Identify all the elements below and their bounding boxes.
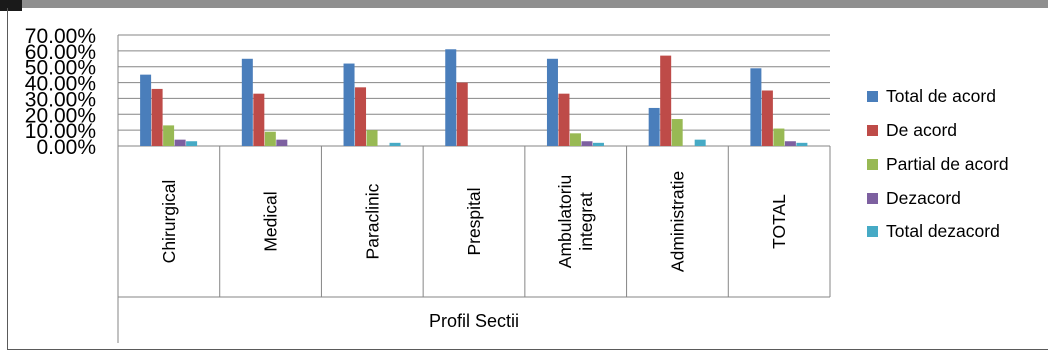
x-tick-label: TOTAL — [769, 194, 789, 249]
legend-swatch — [867, 158, 878, 170]
bar — [592, 142, 604, 146]
legend-item-total-de-acord: Total de acord — [867, 80, 1048, 114]
bar — [366, 130, 378, 146]
x-tick-label: Paraclinic — [362, 183, 382, 259]
legend-swatch — [867, 91, 878, 103]
legend-item-dezacord: Dezacord — [867, 181, 1048, 215]
bar — [660, 55, 672, 146]
bar — [253, 93, 265, 146]
x-tick-label: Ambulatoriu — [555, 175, 575, 268]
x-tick-label: Chirurgical — [159, 180, 179, 264]
legend-label: Total dezacord — [886, 221, 1000, 242]
legend: Total de acord De acord Partial de acord… — [867, 80, 1048, 249]
legend-label: De acord — [886, 120, 958, 141]
bar — [671, 119, 683, 146]
y-tick-label: 40.00% — [25, 73, 96, 96]
bar — [343, 63, 355, 146]
bar — [276, 139, 288, 146]
bar — [648, 107, 660, 146]
x-tick-label: integrat — [576, 192, 596, 251]
y-tick-label: 70.00% — [25, 25, 96, 48]
legend-swatch — [867, 226, 878, 238]
legend-item-partial-de-acord: Partial de acord — [867, 148, 1048, 182]
bar — [140, 74, 152, 146]
bar — [581, 141, 593, 146]
bar — [784, 141, 796, 146]
legend-swatch — [867, 192, 878, 204]
bar — [773, 128, 785, 146]
legend-label: Partial de acord — [886, 153, 1009, 174]
bar — [456, 82, 468, 146]
x-tick-label: Prespital — [464, 187, 484, 255]
legend-item-total-dezacord: Total dezacord — [867, 215, 1048, 249]
bar — [163, 125, 175, 146]
bar — [174, 139, 186, 146]
bar — [355, 87, 367, 146]
bar — [558, 93, 570, 146]
bar — [761, 90, 773, 146]
bar — [264, 131, 276, 146]
y-tick-label: 50.00% — [25, 57, 96, 80]
x-axis-title: Profil Sectii — [429, 311, 519, 331]
y-tick-label: 0.00% — [36, 136, 96, 159]
top-bar — [0, 0, 1048, 8]
bar — [241, 58, 253, 146]
legend-label: Total de acord — [886, 86, 996, 107]
legend-item-de-acord: De acord — [867, 114, 1048, 148]
y-tick-label: 30.00% — [25, 88, 96, 111]
bar — [694, 139, 706, 146]
bar — [389, 142, 401, 146]
bar — [569, 133, 581, 146]
top-bar-mark — [0, 0, 22, 11]
y-tick-label: 20.00% — [25, 104, 96, 127]
bar — [186, 141, 198, 146]
y-tick-label: 10.00% — [25, 120, 96, 143]
x-tick-label: Medical — [261, 191, 281, 251]
x-tick-label: Administratie — [667, 171, 687, 272]
bar — [546, 58, 558, 146]
bar — [796, 142, 808, 146]
legend-label: Dezacord — [886, 187, 961, 208]
bar — [151, 88, 163, 146]
bar — [445, 49, 457, 147]
y-tick-label: 60.00% — [25, 41, 96, 64]
legend-swatch — [867, 125, 878, 137]
bar — [750, 68, 762, 146]
